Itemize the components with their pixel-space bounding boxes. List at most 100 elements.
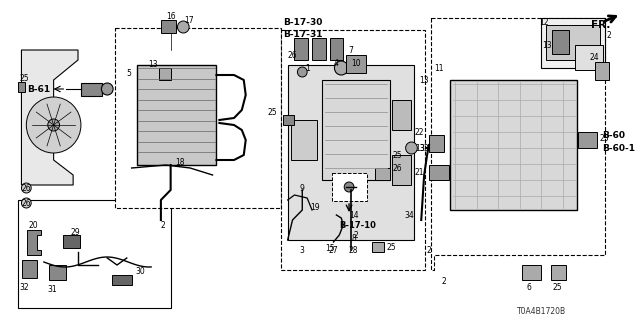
Text: 13: 13 xyxy=(415,143,425,153)
Polygon shape xyxy=(28,230,41,255)
Text: 11: 11 xyxy=(434,63,444,73)
Circle shape xyxy=(48,119,60,131)
Text: 14: 14 xyxy=(349,211,358,220)
Polygon shape xyxy=(522,265,541,280)
Text: 28: 28 xyxy=(348,245,358,254)
Text: 21: 21 xyxy=(415,167,424,177)
Text: 13: 13 xyxy=(148,60,158,68)
Text: 26: 26 xyxy=(287,51,297,60)
Text: 17: 17 xyxy=(184,15,194,25)
Polygon shape xyxy=(49,265,67,280)
Circle shape xyxy=(26,97,81,153)
Polygon shape xyxy=(376,168,390,180)
Text: 25: 25 xyxy=(393,150,403,159)
Text: 25: 25 xyxy=(553,284,563,292)
Polygon shape xyxy=(63,235,80,248)
Text: 2: 2 xyxy=(427,245,431,254)
Text: 26: 26 xyxy=(22,183,31,193)
Text: 10: 10 xyxy=(351,59,361,68)
Text: 31: 31 xyxy=(48,284,58,293)
Text: 15: 15 xyxy=(324,244,334,252)
Text: FR.: FR. xyxy=(591,20,611,30)
Circle shape xyxy=(344,182,354,192)
Text: 1: 1 xyxy=(305,63,310,73)
Text: T0A4B1720B: T0A4B1720B xyxy=(516,308,566,316)
Polygon shape xyxy=(551,265,566,280)
Text: 9: 9 xyxy=(300,183,305,193)
Polygon shape xyxy=(161,20,175,33)
Text: 32: 32 xyxy=(20,284,29,292)
Text: 3: 3 xyxy=(300,245,305,254)
Polygon shape xyxy=(81,83,102,96)
Text: 25: 25 xyxy=(268,108,277,116)
Polygon shape xyxy=(287,65,415,240)
Circle shape xyxy=(406,142,417,154)
Polygon shape xyxy=(595,62,609,80)
Polygon shape xyxy=(22,260,37,278)
Bar xyxy=(17,200,171,308)
Polygon shape xyxy=(578,132,596,148)
Polygon shape xyxy=(112,275,132,285)
Text: 34: 34 xyxy=(404,211,415,220)
Text: 13: 13 xyxy=(419,76,429,84)
Polygon shape xyxy=(283,115,294,125)
Polygon shape xyxy=(22,50,78,185)
Bar xyxy=(294,38,308,60)
Bar xyxy=(330,38,343,60)
Polygon shape xyxy=(431,18,605,270)
Polygon shape xyxy=(546,25,600,60)
Polygon shape xyxy=(392,100,412,130)
Text: 2: 2 xyxy=(442,277,446,286)
Polygon shape xyxy=(346,55,365,73)
Text: 4: 4 xyxy=(334,59,339,68)
Text: B-17-31: B-17-31 xyxy=(283,29,323,38)
Polygon shape xyxy=(392,155,412,185)
Text: 30: 30 xyxy=(136,268,145,276)
Text: 13: 13 xyxy=(542,41,552,50)
Circle shape xyxy=(298,67,307,77)
Polygon shape xyxy=(429,135,444,152)
Text: 24: 24 xyxy=(590,52,600,61)
Text: 7: 7 xyxy=(349,45,353,54)
Bar xyxy=(312,38,326,60)
Text: 25: 25 xyxy=(19,74,29,83)
Text: 27: 27 xyxy=(329,245,339,254)
Text: 22: 22 xyxy=(415,127,424,137)
Bar xyxy=(451,80,577,210)
Text: 16: 16 xyxy=(166,12,175,20)
Text: 12: 12 xyxy=(540,18,548,27)
Bar xyxy=(281,30,425,270)
Text: 29: 29 xyxy=(70,228,80,236)
Polygon shape xyxy=(322,80,390,180)
Text: 2: 2 xyxy=(607,30,611,39)
Bar xyxy=(332,173,367,201)
Circle shape xyxy=(101,83,113,95)
Text: 20: 20 xyxy=(28,220,38,229)
Text: B-60: B-60 xyxy=(603,131,625,140)
Circle shape xyxy=(22,198,31,208)
Polygon shape xyxy=(291,120,317,160)
Bar xyxy=(115,28,281,208)
Text: 25: 25 xyxy=(386,243,396,252)
Polygon shape xyxy=(159,68,171,80)
Text: 5: 5 xyxy=(127,68,132,77)
Text: 26: 26 xyxy=(22,198,31,207)
Text: 6: 6 xyxy=(526,284,531,292)
Circle shape xyxy=(22,183,31,193)
Polygon shape xyxy=(429,165,449,180)
Circle shape xyxy=(177,21,189,33)
Text: 8: 8 xyxy=(351,234,356,243)
Text: 18: 18 xyxy=(175,157,185,166)
Text: 26: 26 xyxy=(393,164,403,172)
Bar xyxy=(552,30,570,54)
Text: 2: 2 xyxy=(161,220,165,229)
Text: B-17-10: B-17-10 xyxy=(339,220,376,229)
Text: 33: 33 xyxy=(419,143,429,153)
Circle shape xyxy=(335,61,348,75)
Text: B-61: B-61 xyxy=(28,84,51,93)
Text: B-60-1: B-60-1 xyxy=(603,143,636,153)
Text: 23: 23 xyxy=(600,133,609,142)
Polygon shape xyxy=(541,18,605,68)
Polygon shape xyxy=(575,45,603,70)
Bar xyxy=(136,65,216,165)
